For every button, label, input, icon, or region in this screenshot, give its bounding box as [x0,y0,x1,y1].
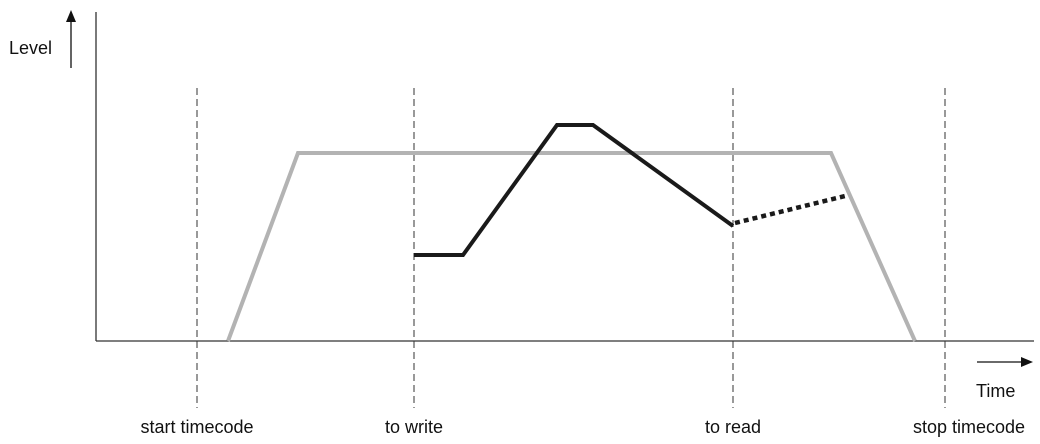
time-arrow-head [1021,357,1033,367]
written-automation-line [414,123,735,257]
stop-timecode-label: stop timecode [913,417,1025,437]
time-axis-label: Time [976,381,1015,401]
level-arrow-head [66,10,76,22]
level-axis-label: Level [9,38,52,58]
level-envelope-line [226,151,917,342]
to-read-label: to read [705,417,761,437]
to-write-label: to write [385,417,443,437]
start-timecode-label: start timecode [140,417,253,437]
read-automation-dotted-line [734,193,846,226]
